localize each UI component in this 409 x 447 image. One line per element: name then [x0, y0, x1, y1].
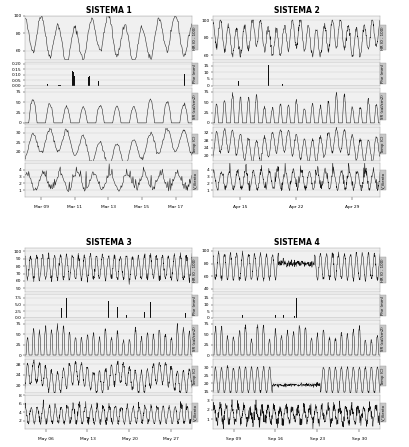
Text: Temp (C): Temp (C)	[381, 367, 385, 385]
Text: SR (cal/cm2): SR (cal/cm2)	[193, 94, 197, 119]
Text: V_Viento: V_Viento	[381, 172, 385, 189]
Text: Temp (C): Temp (C)	[193, 135, 197, 153]
Bar	[72, 71, 73, 85]
Bar	[73, 72, 74, 85]
Title: SISTEMA 3: SISTEMA 3	[85, 238, 131, 247]
Bar	[88, 75, 89, 85]
Bar	[184, 74, 185, 85]
Text: SR (cal/cm2): SR (cal/cm2)	[193, 326, 197, 351]
Text: Phe (mm): Phe (mm)	[193, 296, 197, 316]
Title: SISTEMA 1: SISTEMA 1	[85, 6, 131, 15]
Bar	[89, 76, 90, 85]
Title: SISTEMA 2: SISTEMA 2	[274, 6, 319, 15]
Text: V_Viento: V_Viento	[193, 404, 197, 421]
Text: Temp (C): Temp (C)	[193, 367, 197, 385]
Text: HR (0 - 100): HR (0 - 100)	[381, 26, 385, 50]
Text: Phe (mm): Phe (mm)	[381, 296, 385, 316]
Text: SR (cal/cm2): SR (cal/cm2)	[381, 326, 385, 351]
Text: Temp (C): Temp (C)	[381, 135, 385, 153]
Text: V_Viento: V_Viento	[381, 404, 385, 421]
Text: Phe (mm): Phe (mm)	[381, 64, 385, 83]
Text: Phe (mm): Phe (mm)	[193, 64, 197, 83]
Title: SISTEMA 4: SISTEMA 4	[274, 238, 319, 247]
Text: HR (0 - 100): HR (0 - 100)	[381, 258, 385, 282]
Bar	[47, 84, 48, 85]
Text: SR (cal/cm2): SR (cal/cm2)	[381, 94, 385, 119]
Text: V_Viento: V_Viento	[193, 172, 197, 189]
Text: HR (0 - 100): HR (0 - 100)	[193, 258, 197, 282]
Bar	[98, 81, 99, 85]
Text: HR (0 - 100): HR (0 - 100)	[193, 26, 197, 50]
